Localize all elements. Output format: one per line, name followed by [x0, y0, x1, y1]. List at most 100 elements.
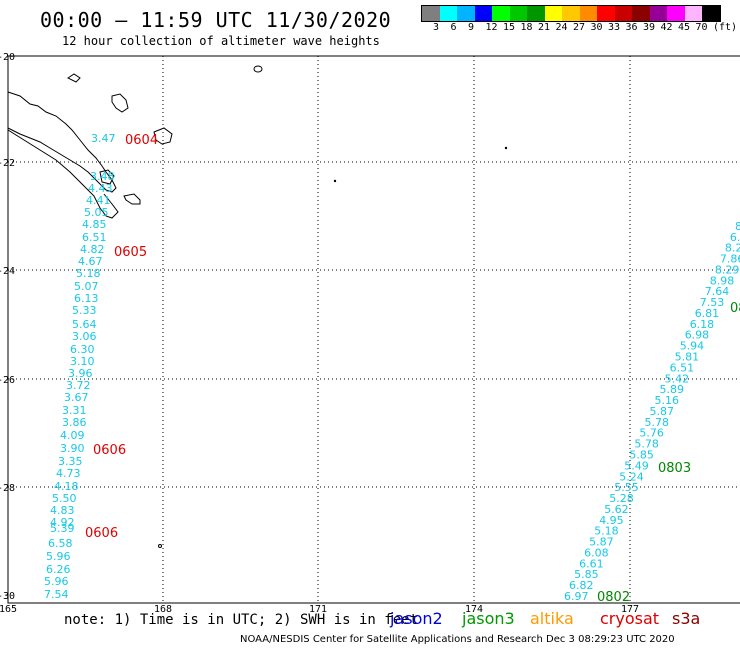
latitude-label: -24: [0, 266, 15, 277]
swh-value: 4.43: [88, 182, 113, 195]
latitude-label: -30: [0, 591, 15, 602]
longitude-label: 168: [154, 604, 172, 615]
swh-value: 6.51: [82, 231, 107, 244]
satellite-s3a: s3a: [672, 609, 701, 628]
swh-value: 5.24: [619, 470, 644, 483]
swh-value: 5.28: [609, 492, 634, 505]
swh-value: 3.35: [58, 455, 83, 468]
scale-swatch: [474, 6, 492, 21]
swh-value: 5.33: [72, 304, 97, 317]
swh-value: 4.82: [80, 243, 105, 256]
scale-label: 27: [573, 22, 586, 33]
scale-swatch: [614, 6, 632, 21]
new-caledonia-reef: [7, 129, 119, 219]
scale-swatch: [509, 6, 527, 21]
time-label: 0803: [658, 461, 691, 476]
scale-swatch: [649, 6, 667, 21]
latitude-label: -22: [0, 158, 15, 169]
swh-value: 3.86: [62, 416, 87, 429]
swh-value: 5.85: [574, 568, 599, 581]
scale-swatch: [422, 6, 440, 21]
swh-value: 3.90: [60, 442, 85, 455]
scale-swatch: [457, 6, 475, 21]
track-west: 3.47 3.484.434.415.054.856.514.824.675.18…: [44, 132, 116, 601]
swh-value: 5.05: [84, 206, 109, 219]
matthew-island: [333, 179, 337, 183]
track-east: 6.976.825.856.616.085.875.184.955.625.28…: [564, 220, 740, 603]
satellite-altika: altika: [530, 609, 574, 628]
swh-value: 4.95: [599, 514, 624, 527]
satellite-cryosat: cryosat: [600, 609, 660, 628]
swh-value: 3.47: [91, 132, 116, 145]
swh-value: 4.41: [86, 194, 111, 207]
swh-value: 6.26: [46, 563, 71, 576]
axis-labels: -20 -22 -24 -26 -28 -30 165 168 171 174 177: [0, 52, 639, 615]
swh-value: 3.48: [90, 170, 115, 183]
swh-value: 7.86: [720, 253, 740, 266]
scale-label: 18: [520, 22, 533, 33]
satellite-jason3: jason3: [462, 609, 515, 628]
scale-swatch: [632, 6, 650, 21]
scale-label: 39: [643, 22, 656, 33]
swh-value: 6.98: [685, 329, 710, 342]
swh-value: 3.10: [70, 355, 95, 368]
time-labels: 0604 0605 0606 0606 0803 0802 08: [85, 133, 740, 605]
scale-swatch: [439, 6, 457, 21]
longitude-label: 174: [465, 604, 483, 615]
page-subtitle: 12 hour collection of altimeter wave hei…: [62, 34, 380, 48]
scale-label: 24: [555, 22, 568, 33]
scale-label: 33: [608, 22, 621, 33]
scale-label: 15: [503, 22, 516, 33]
swh-value: 6.58: [48, 537, 73, 550]
scale-swatch: [527, 6, 545, 21]
swh-value: 8.29: [715, 263, 740, 276]
swh-value: 6.83: [730, 231, 740, 244]
scale-swatch: [562, 6, 580, 21]
swh-value: 5.76: [639, 427, 664, 440]
footer-credit: NOAA/NESDIS Center for Satellite Applica…: [240, 634, 675, 645]
scale-label: 36: [625, 22, 638, 33]
coastlines: [7, 65, 508, 548]
scale-swatch: [684, 6, 702, 21]
time-label: 0606: [93, 443, 126, 458]
time-label: 0605: [114, 245, 147, 260]
scale-label: 6: [450, 22, 457, 33]
swh-value: 8.05: [735, 220, 740, 233]
swh-value: 5.96: [44, 575, 69, 588]
ile-des-pins: [99, 169, 115, 185]
time-label: 08: [730, 301, 740, 316]
latitude-label: -26: [0, 375, 15, 386]
swh-value: 6.97: [564, 590, 589, 603]
satellite-jason2: jason2: [390, 609, 443, 628]
swh-value: 5.55: [614, 481, 639, 494]
swh-value: 5.18: [594, 525, 619, 538]
southern-island: [123, 193, 141, 205]
swh-value: 3.96: [68, 367, 93, 380]
swh-value: 8.98: [710, 274, 735, 287]
swh-value: 5.87: [589, 536, 614, 549]
longitude-label: 171: [309, 604, 327, 615]
swh-value: 6.51: [670, 361, 695, 374]
scale-swatch: [702, 6, 720, 21]
scale-label: (ft): [713, 22, 738, 33]
lifou-island: [153, 127, 173, 145]
scale-label: 42: [660, 22, 673, 33]
swh-value: 6.82: [569, 579, 594, 592]
swh-value: 4.09: [60, 429, 85, 442]
ouvea-island: [111, 93, 129, 113]
swh-value: 5.18: [76, 267, 101, 280]
swh-value: 4.83: [50, 504, 75, 517]
map-frame: [7, 55, 740, 604]
scale-label: 30: [590, 22, 603, 33]
swh-value: 5.85: [629, 449, 654, 462]
time-label: 0606: [85, 526, 118, 541]
swh-value: 4.85: [82, 218, 107, 231]
page-title: 00:00 — 11:59 UTC 11/30/2020: [40, 8, 392, 32]
swh-value: 7.53: [700, 296, 725, 309]
swh-value: 7.64: [705, 285, 730, 298]
scale-label: 12: [485, 22, 498, 33]
hunter-island: [504, 146, 508, 150]
swh-value: 8.28: [725, 242, 740, 255]
swh-value: 5.49: [624, 459, 649, 472]
